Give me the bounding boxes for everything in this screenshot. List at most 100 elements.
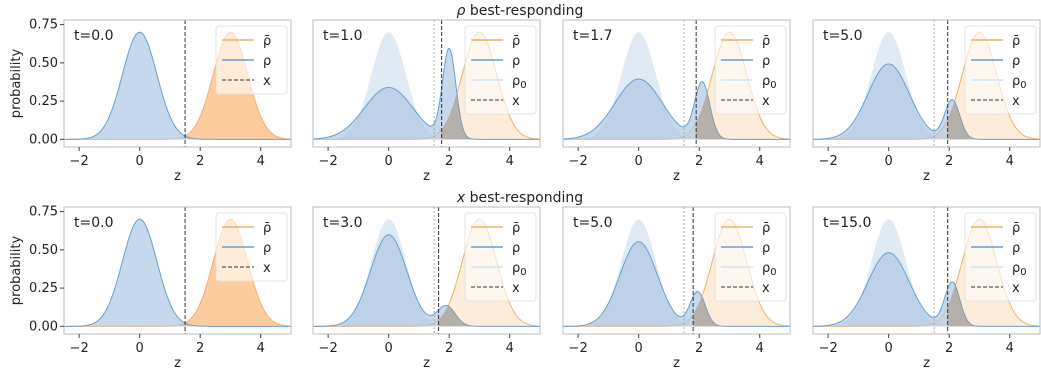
legend-label: ρ̄ [263,34,271,49]
rho-area [813,63,1040,140]
overlap-area [438,306,540,327]
x-tick-label: 0 [885,154,893,169]
panel-frame [63,206,292,335]
x-tick-label: 4 [756,341,764,356]
t-label: t=1.7 [573,28,612,44]
x-axis-label: z [423,356,430,371]
x-tick-label: −2 [819,154,838,169]
x-axis-label: z [174,169,181,184]
x-tick-label: 4 [257,154,265,169]
panel-frame [562,206,791,335]
x-tick-label: 2 [945,154,953,169]
x-axis-label: z [673,356,680,371]
legend-label: x [512,94,520,109]
t-label: t=0.0 [74,215,113,231]
overlap-area [696,94,790,140]
legend-label: ρ̄ [263,221,271,236]
chart-panel-0: t=0.0 −2 0 2 4 z 0.00 0.25 0.50 0.75 probability ρ̄… [9,18,292,184]
x-axis-label: z [423,169,430,184]
t-label: t=5.0 [823,28,862,44]
overlap-area [947,101,1040,140]
x-axis-label: z [174,356,181,371]
legend-label: ρ̄ [512,34,520,49]
x-tick-label: −2 [70,341,89,356]
x-tick-label: 0 [136,154,144,169]
panel-frame [812,206,1041,335]
panel-frame [63,19,292,148]
rho-area [64,219,291,327]
rho-line [64,218,291,327]
legend-label: x [263,74,271,89]
legend-label: x [1012,94,1020,109]
x-tick-label: −2 [569,154,588,169]
panel-frame [312,19,541,148]
x-axis-label: z [923,169,930,184]
x-tick-label: 0 [136,341,144,356]
rho-area [313,234,540,327]
row-title-top: ρ best-responding [457,3,584,19]
y-tick-label: 0.25 [29,281,58,296]
legend-box [964,25,1037,115]
legend-label: x [762,94,770,109]
legend-label: ρ̄ [762,34,770,49]
y-tick-label: 0.25 [29,94,58,109]
legend-label: x [512,281,520,296]
legend-box [964,212,1037,302]
x-tick-label: 4 [1006,341,1014,356]
legend-box [714,212,787,302]
panel-frame [812,19,1041,148]
legend-label: ρ̄ [1012,221,1020,236]
y-tick-label: 0.50 [29,243,58,258]
y-tick-label: 0.50 [29,56,58,71]
overlap-area [947,286,1040,327]
x-tick-label: 0 [885,341,893,356]
legend-label: ρ [762,241,770,256]
legend-box [714,25,787,115]
y-tick-label: 0.75 [29,18,58,33]
legend-label: ρ [263,241,271,256]
legend-label: ρ [1012,54,1020,69]
x-tick-label: −2 [819,341,838,356]
x-tick-label: −2 [569,341,588,356]
x-tick-label: 2 [445,154,453,169]
legend-label: x [263,261,271,276]
x-tick-label: −2 [319,341,338,356]
panels: t=0.0 −2 0 2 4 z 0.00 0.25 0.50 0.75 probability ρ̄… [9,18,1041,371]
overlap-area [441,94,540,140]
x-tick-label: 4 [257,341,265,356]
y-tick-label: 0.75 [29,205,58,220]
x-tick-label: 4 [506,154,514,169]
x-tick-label: 2 [695,341,703,356]
legend-label: ρ [512,241,520,256]
t-label: t=3.0 [323,215,362,231]
x-tick-label: 0 [635,154,643,169]
x-tick-label: 0 [385,341,393,356]
x-axis-label: z [923,356,930,371]
t-label: t=1.0 [323,28,362,44]
t-label: t=0.0 [74,28,113,44]
legend-label: ρ̄ [1012,34,1020,49]
rho-area [813,252,1040,327]
row-title-bottom: x best-responding [456,190,583,206]
y-tick-label: 0.00 [29,132,58,147]
x-tick-label: 2 [695,154,703,169]
rho-area [64,32,291,140]
panel-frame [312,206,541,335]
legend-box [464,212,537,302]
legend-label: ρ̄ [512,221,520,236]
x-tick-label: 4 [506,341,514,356]
x-tick-label: 4 [756,154,764,169]
x-tick-label: 2 [945,341,953,356]
t-label: t=5.0 [573,215,612,231]
x-tick-label: 2 [196,154,204,169]
legend-label: ρ̄ [762,221,770,236]
t-label: t=15.0 [823,215,871,231]
legend-label: ρ [263,54,271,69]
x-tick-label: 0 [635,341,643,356]
